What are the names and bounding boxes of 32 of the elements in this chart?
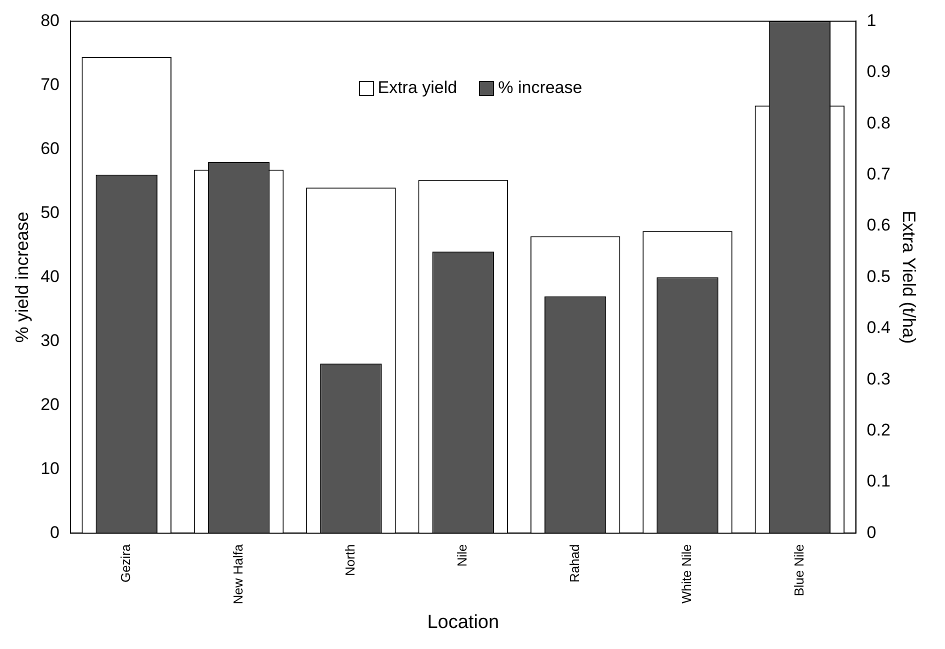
y-tick-label: 70 [40, 74, 60, 94]
x-tick-label: Rahad [566, 544, 582, 583]
y-tick-label: 80 [40, 10, 60, 30]
y-tick-label: 30 [40, 330, 60, 350]
x-tick-label: New Halfa [230, 543, 246, 604]
x-tick-label: Blue Nile [791, 544, 806, 596]
x-tick-label: Gezira [118, 543, 134, 583]
y2-tick-label: 0.9 [866, 62, 890, 82]
legend-label: % increase [498, 78, 582, 98]
y-axis-title: % yield increase [12, 212, 32, 343]
y2-tick-label: 0.4 [866, 318, 890, 338]
y-tick-label: 40 [40, 266, 60, 286]
x-tick-label: North [342, 544, 358, 576]
y2-axis-title: Extra Yield (t/ha) [899, 210, 920, 344]
x-tick-label: White Nile [679, 544, 694, 604]
x-axis-title: Location [427, 612, 500, 633]
y-tick-label: 10 [40, 458, 60, 478]
y-tick-label: 50 [40, 202, 60, 222]
y2-tick-label: 0.6 [866, 216, 890, 235]
y-tick-label: 20 [40, 394, 60, 414]
text: Extra yield [378, 78, 458, 98]
y-tick-label: 60 [40, 138, 60, 158]
y2-tick-label: 0.7 [866, 164, 890, 184]
x-tick-label: Nile [454, 544, 470, 567]
y2-tick-label: 0.1 [866, 472, 890, 491]
y-tick-label: 0 [50, 522, 60, 542]
y2-tick-label: 1 [866, 10, 876, 30]
y2-tick-label: 0.3 [866, 369, 890, 388]
y2-tick-label: 0.8 [866, 113, 890, 132]
y2-tick-label: 0 [866, 522, 876, 542]
y2-tick-label: 0.5 [866, 266, 890, 286]
y2-tick-label: 0.2 [866, 420, 890, 440]
